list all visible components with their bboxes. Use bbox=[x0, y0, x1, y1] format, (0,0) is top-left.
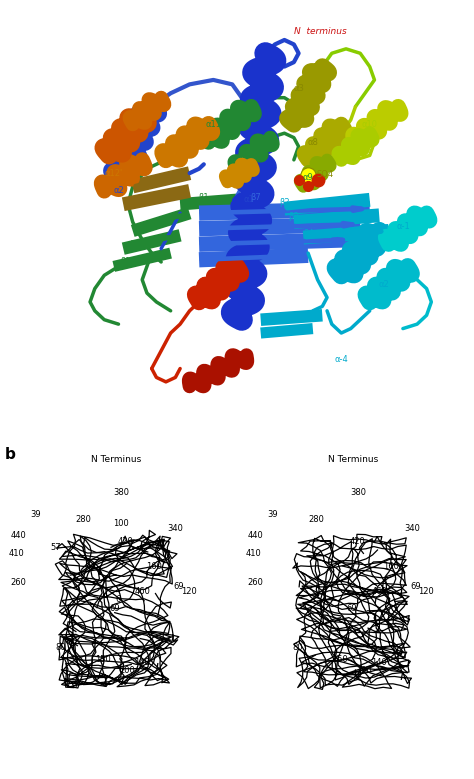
Text: 150: 150 bbox=[332, 654, 348, 664]
Text: β4: β4 bbox=[303, 228, 313, 238]
Text: 410: 410 bbox=[9, 549, 25, 559]
Text: β13: β13 bbox=[144, 178, 160, 186]
Text: α6: α6 bbox=[341, 146, 351, 156]
Text: 120: 120 bbox=[181, 587, 197, 596]
Text: 69: 69 bbox=[174, 582, 184, 591]
Text: 140: 140 bbox=[371, 658, 387, 667]
Text: 6: 6 bbox=[116, 595, 121, 605]
Text: β10: β10 bbox=[129, 240, 146, 249]
Text: 410: 410 bbox=[246, 549, 262, 559]
Text: α': α' bbox=[236, 167, 243, 175]
Text: α7: α7 bbox=[237, 151, 247, 160]
Text: 80: 80 bbox=[55, 643, 66, 652]
Text: 57: 57 bbox=[51, 544, 61, 552]
Text: α8: α8 bbox=[308, 138, 318, 146]
Text: 260: 260 bbox=[247, 578, 263, 587]
Text: β2: β2 bbox=[279, 198, 290, 206]
Text: 39: 39 bbox=[30, 510, 41, 519]
Text: 420: 420 bbox=[350, 537, 366, 545]
Text: α12: α12 bbox=[167, 138, 183, 146]
Text: N  terminus: N terminus bbox=[294, 26, 346, 36]
Text: β3: β3 bbox=[289, 212, 299, 221]
Text: 260: 260 bbox=[10, 578, 26, 587]
Text: 69: 69 bbox=[347, 604, 357, 612]
Text: 160: 160 bbox=[383, 562, 399, 572]
Text: 420: 420 bbox=[118, 537, 134, 545]
Text: β7: β7 bbox=[251, 193, 261, 202]
Text: α-1: α-1 bbox=[396, 222, 410, 231]
Text: 160: 160 bbox=[146, 562, 162, 572]
Text: 69: 69 bbox=[110, 604, 120, 612]
Text: 100: 100 bbox=[113, 520, 129, 528]
Text: 280: 280 bbox=[75, 515, 91, 524]
Text: 460: 460 bbox=[371, 587, 387, 596]
Text: α2: α2 bbox=[379, 280, 389, 289]
Text: α9: α9 bbox=[303, 173, 313, 182]
Text: 380: 380 bbox=[350, 488, 366, 497]
Text: α3: α3 bbox=[293, 84, 304, 93]
Text: 120: 120 bbox=[418, 587, 434, 596]
Text: α12': α12' bbox=[105, 169, 123, 178]
Text: 440: 440 bbox=[10, 531, 26, 541]
Text: 460: 460 bbox=[134, 587, 150, 596]
Text: 200: 200 bbox=[119, 666, 135, 675]
Text: α13: α13 bbox=[201, 275, 217, 284]
Text: 380: 380 bbox=[113, 488, 129, 497]
Text: 340: 340 bbox=[404, 524, 420, 533]
Text: α1: α1 bbox=[244, 196, 254, 204]
Text: 200: 200 bbox=[356, 666, 372, 675]
Text: β11: β11 bbox=[120, 258, 136, 266]
Text: β12: β12 bbox=[134, 196, 150, 204]
Text: α2: α2 bbox=[113, 186, 124, 196]
Text: 39: 39 bbox=[267, 510, 278, 519]
Text: α10: α10 bbox=[362, 120, 378, 129]
Text: N Terminus: N Terminus bbox=[91, 455, 141, 464]
Text: N Terminus: N Terminus bbox=[328, 455, 378, 464]
Text: β1: β1 bbox=[199, 193, 209, 202]
Text: 140: 140 bbox=[134, 658, 150, 667]
Text: 340: 340 bbox=[167, 524, 183, 533]
Text: 150: 150 bbox=[95, 654, 111, 664]
Text: 80: 80 bbox=[292, 643, 303, 652]
Text: 280: 280 bbox=[309, 515, 325, 524]
Text: 440: 440 bbox=[247, 531, 263, 541]
Text: α1: α1 bbox=[346, 249, 356, 258]
Text: β9: β9 bbox=[142, 222, 152, 231]
Text: SO4: SO4 bbox=[316, 170, 333, 178]
Text: α11: α11 bbox=[205, 120, 221, 129]
Text: 69: 69 bbox=[411, 582, 421, 591]
Text: α-4: α-4 bbox=[334, 355, 348, 364]
Text: b: b bbox=[5, 447, 16, 463]
